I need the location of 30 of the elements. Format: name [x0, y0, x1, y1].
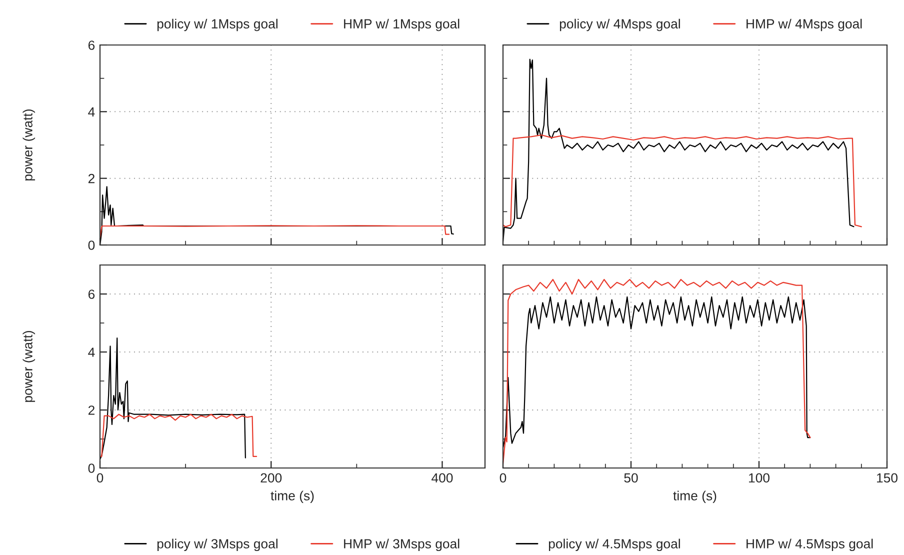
- x-tick-label: 0: [500, 473, 506, 483]
- legend-label: policy w/ 1Msps goal: [157, 18, 278, 32]
- x-tick-label: 150: [877, 473, 898, 483]
- x-tick-label: 50: [624, 473, 638, 483]
- y-tick-label: 2: [88, 406, 94, 415]
- legend-label: HMP w/ 4.5Msps goal: [746, 538, 873, 552]
- y-tick-label: 0: [88, 240, 95, 250]
- line-series: [100, 414, 258, 457]
- y-tick-label: 4: [88, 348, 95, 357]
- x-axis-title: time (s): [673, 490, 716, 504]
- line-series: [100, 338, 246, 460]
- legend-label: HMP w/ 4Msps goal: [746, 18, 862, 32]
- y-tick-label: 6: [88, 290, 95, 299]
- y-tick-label: 4: [88, 107, 95, 116]
- y-tick-label: 2: [88, 174, 94, 184]
- x-tick-label: 400: [432, 473, 453, 483]
- y-tick-label: 0: [88, 464, 95, 473]
- y-tick-label: 6: [88, 40, 95, 50]
- legend-label: policy w/ 4.5Msps goal: [548, 538, 680, 552]
- legend-label: policy w/ 4Msps goal: [560, 18, 680, 32]
- legend-label: HMP w/ 1Msps goal: [344, 18, 460, 32]
- legend-label: policy w/ 3Msps goal: [157, 538, 278, 552]
- x-tick-label: 0: [96, 473, 104, 483]
- line-series: [100, 225, 450, 239]
- x-axis-title: time (s): [270, 490, 314, 504]
- y-axis-title: power (watt): [22, 110, 36, 180]
- x-tick-label: 200: [260, 473, 282, 483]
- y-axis-title: power (watt): [22, 331, 36, 402]
- legend-label: HMP w/ 3Msps goal: [344, 538, 460, 552]
- x-tick-label: 100: [749, 473, 770, 483]
